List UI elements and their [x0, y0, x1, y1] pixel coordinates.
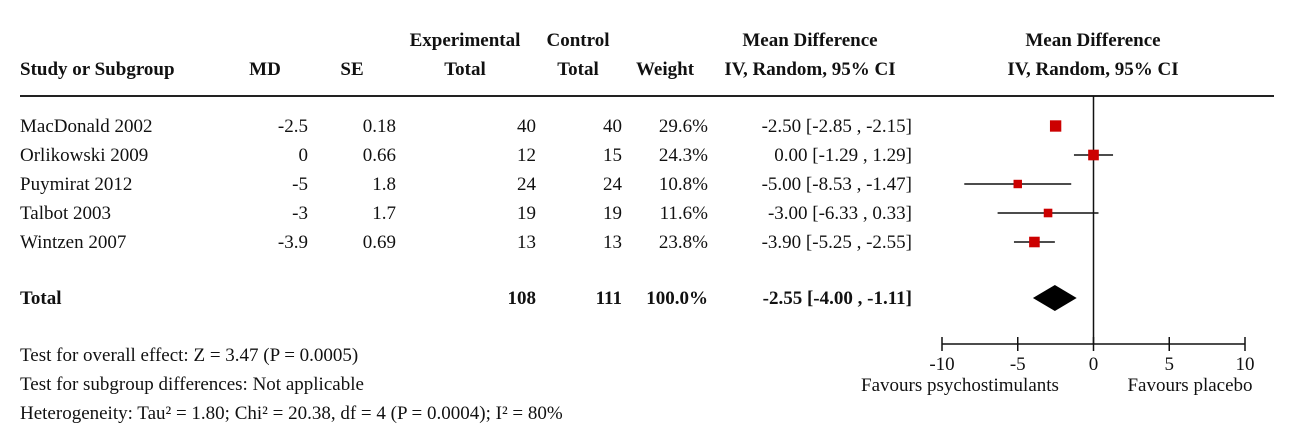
header-experimental-total: Total [444, 59, 486, 80]
study-point [1049, 120, 1062, 132]
study-weight: 29.6% [658, 116, 708, 137]
study-name: Orlikowski 2009 [20, 145, 149, 166]
study-exp-total: 19 [517, 203, 536, 224]
study-weight: 11.6% [659, 203, 708, 224]
total-ci: -2.55 [-4.00 , -1.11] [762, 288, 912, 309]
study-name: Wintzen 2007 [20, 232, 127, 253]
study-se: 0.69 [362, 232, 396, 253]
header-control-total: Total [557, 59, 599, 80]
study-exp-total: 12 [517, 145, 536, 166]
total-ctl-total: 111 [595, 288, 622, 309]
heterogeneity-note: Heterogeneity: Tau² = 1.80; Chi² = 20.38… [20, 403, 563, 424]
header-experimental: Experimental [409, 30, 521, 51]
study-weight: 24.3% [658, 145, 708, 166]
study-exp-total: 13 [517, 232, 536, 253]
study-weight: 10.8% [658, 174, 708, 195]
header-md-ci-subtitle: IV, Random, 95% CI [724, 59, 896, 80]
study-name: Puymirat 2012 [20, 174, 133, 195]
header-md: MD [249, 59, 281, 80]
study-ctl-total: 19 [603, 203, 622, 224]
header-se: SE [340, 59, 364, 80]
study-name: Talbot 2003 [20, 203, 112, 224]
total-label: Total [20, 288, 62, 309]
header-control: Control [546, 30, 610, 51]
study-ci: 0.00 [-1.29 , 1.29] [774, 145, 912, 166]
study-ci: -2.50 [-2.85 , -2.15] [761, 116, 912, 137]
header-plot-subtitle: IV, Random, 95% CI [1007, 59, 1179, 80]
study-md: -3.9 [277, 232, 308, 253]
study-md: -2.5 [277, 116, 308, 137]
study-md: -5 [292, 174, 308, 195]
study-ctl-total: 40 [603, 116, 622, 137]
study-ci: -3.00 [-6.33 , 0.33] [767, 203, 912, 224]
x-axis-tick-label: -5 [1010, 354, 1026, 375]
study-md: -3 [292, 203, 308, 224]
header-rule [20, 95, 1274, 97]
study-se: 0.66 [362, 145, 396, 166]
favours-right-label: Favours placebo [1127, 375, 1253, 396]
x-axis-tick-label: 10 [1236, 354, 1255, 375]
study-ctl-total: 24 [603, 174, 622, 195]
study-point [1013, 179, 1022, 189]
study-name: MacDonald 2002 [20, 116, 153, 137]
total-weight: 100.0% [646, 288, 708, 309]
x-axis-tick-label: -10 [929, 354, 954, 375]
study-ctl-total: 15 [603, 145, 622, 166]
overall-effect-note: Test for overall effect: Z = 3.47 (P = 0… [20, 345, 359, 366]
header-study: Study or Subgroup [20, 59, 175, 80]
study-point [1043, 208, 1053, 218]
study-se: 1.8 [372, 174, 396, 195]
study-point [1088, 149, 1099, 161]
study-weight: 23.8% [658, 232, 708, 253]
total-exp-total: 108 [507, 288, 537, 309]
x-axis-tick-label: 0 [1089, 354, 1099, 375]
study-ci: -3.90 [-5.25 , -2.55] [761, 232, 912, 253]
study-se: 0.18 [362, 116, 396, 137]
subgroup-note: Test for subgroup differences: Not appli… [20, 374, 364, 395]
study-point [1029, 236, 1040, 248]
favours-left-label: Favours psychostimulants [861, 375, 1059, 396]
study-exp-total: 24 [517, 174, 536, 195]
pooled-diamond [1032, 285, 1077, 311]
x-axis-tick-label: 5 [1165, 354, 1175, 375]
study-md: 0 [298, 145, 309, 166]
study-se: 1.7 [372, 203, 396, 224]
header-plot-title: Mean Difference [1025, 30, 1161, 51]
study-ci: -5.00 [-8.53 , -1.47] [761, 174, 912, 195]
header-md-ci-title: Mean Difference [742, 30, 878, 51]
header-weight: Weight [635, 59, 695, 80]
study-exp-total: 40 [517, 116, 536, 137]
study-ctl-total: 13 [603, 232, 622, 253]
